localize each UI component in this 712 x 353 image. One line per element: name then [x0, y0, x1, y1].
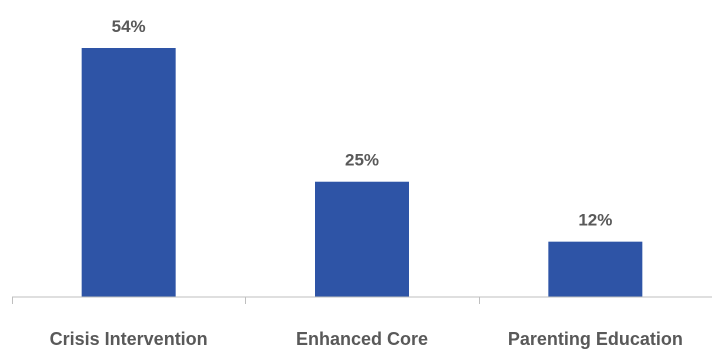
value-labels-group: 54% 25% 12%: [112, 17, 613, 230]
value-label: 25%: [345, 151, 379, 170]
value-label: 12%: [578, 211, 612, 230]
bar: [81, 48, 176, 297]
category-label: Crisis Intervention: [50, 329, 208, 349]
bar: [548, 241, 643, 297]
category-labels-group: Crisis Intervention Enhanced Core Parentin…: [50, 329, 683, 349]
category-label: Parenting Education: [508, 329, 683, 349]
x-axis: [12, 296, 712, 304]
category-label: Enhanced Core: [296, 329, 428, 349]
bar: [315, 181, 409, 297]
bars-group: [81, 48, 643, 297]
value-label: 54%: [112, 17, 146, 36]
